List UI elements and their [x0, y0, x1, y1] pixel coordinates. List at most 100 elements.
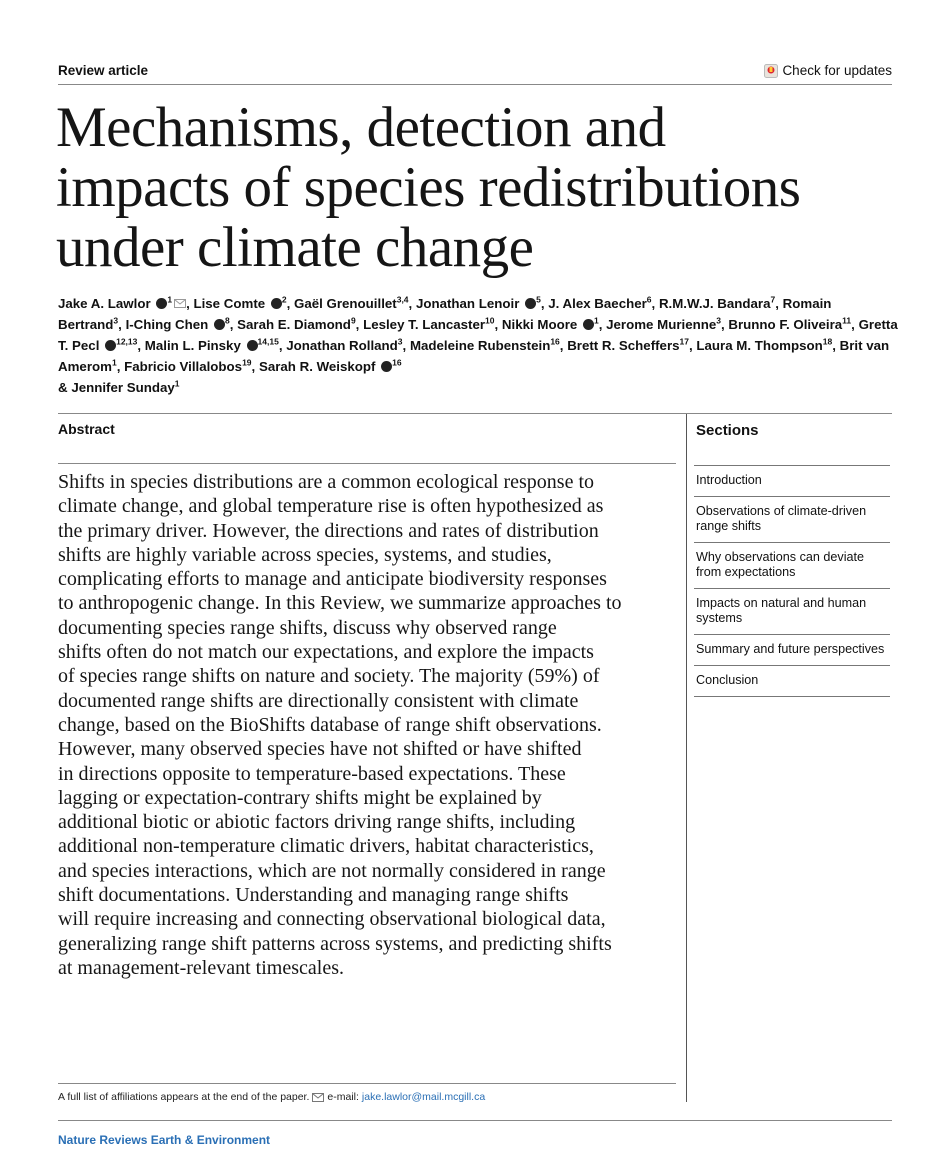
orcid-icon[interactable] — [156, 298, 168, 309]
author-name: Brit van Amerom — [58, 338, 890, 374]
abstract-line: will require increasing and connecting o… — [58, 908, 606, 931]
separator: , — [598, 317, 603, 332]
section-link[interactable]: Why observations can deviate from expect… — [694, 542, 890, 588]
orcid-icon[interactable] — [246, 340, 258, 351]
affiliation: 12,13 — [116, 336, 138, 347]
orcid-icon[interactable] — [381, 361, 393, 372]
email-icon — [312, 1092, 325, 1102]
orcid-icon[interactable] — [105, 340, 117, 351]
author-name: Sarah R. Weiskopf — [258, 359, 376, 374]
author-name: Jonathan Rolland — [286, 338, 398, 353]
section-link[interactable]: Introduction — [694, 465, 890, 496]
separator: , — [116, 359, 121, 374]
affiliation: 17 — [679, 336, 689, 347]
author-name: Nikki Moore — [501, 317, 578, 332]
footnote-text: A full list of affiliations appears at t… — [58, 1091, 310, 1103]
orcid-icon[interactable] — [525, 298, 537, 309]
affiliation: 3 — [716, 315, 721, 326]
separator: , — [286, 296, 291, 311]
article-type: Review article — [58, 63, 149, 78]
conjunction: & — [58, 380, 68, 395]
email-link[interactable]: jake.lawlor@mail.mcgill.ca — [361, 1091, 486, 1103]
affiliation: 6 — [646, 294, 652, 305]
abstract-line: in directions opposite to temperature-ba… — [58, 762, 566, 785]
section-link[interactable]: Conclusion — [694, 665, 890, 697]
affiliation: 2 — [281, 294, 287, 305]
author-name: Laura M. Thompson — [696, 338, 823, 353]
authors-rule — [58, 413, 892, 414]
affiliation: 14,15 — [257, 336, 279, 347]
abstract-line: documenting species range shifts, discus… — [58, 616, 557, 639]
journal-name: Nature Reviews Earth & Environment — [58, 1133, 271, 1147]
abstract-line: documented range shifts are directionall… — [58, 689, 579, 712]
column-divider — [686, 414, 687, 1102]
author-name: R.M.W.J. Bandara — [658, 296, 771, 311]
abstract-line: Shifts in species distributions are a co… — [58, 471, 594, 493]
section-link[interactable]: Impacts on natural and human systems — [694, 588, 890, 634]
title: Mechanisms, detection and impacts of spec… — [56, 96, 801, 279]
separator: , — [355, 317, 360, 332]
orcid-icon[interactable] — [214, 319, 225, 330]
abstract-heading: Abstract — [58, 421, 115, 437]
separator: , — [186, 296, 190, 311]
abstract-line: to anthropogenic change. In this Review,… — [58, 592, 622, 615]
author-name: J. Alex Baecher — [548, 296, 647, 311]
abstract-line: lagging or expectation-contrary shifts m… — [58, 786, 542, 809]
authors: Jake A. Lawlor 1, Lise Comte 2, Gaël Gre… — [58, 293, 898, 398]
affiliation: 5 — [536, 294, 541, 305]
affiliation: 1 — [593, 315, 599, 326]
title-line: under climate change — [56, 216, 534, 279]
affiliation: 11 — [842, 315, 852, 326]
author-name: Gretta T. Pecl — [58, 317, 898, 353]
title-line: Mechanisms, detection and — [56, 96, 666, 159]
email-label: e-mail: — [327, 1091, 359, 1103]
abstract-line: at management-relevant timescales. — [58, 956, 344, 979]
separator: , — [494, 317, 499, 332]
abstract-line: However, many observed species have not … — [58, 738, 582, 761]
separator: , — [278, 338, 283, 353]
sections-heading: Sections — [696, 422, 759, 439]
abstract-line: additional biotic or abiotic factors dri… — [58, 811, 576, 834]
author-name: Jennifer Sunday — [71, 380, 175, 395]
author-name: Malin L. Pinsky — [144, 338, 241, 353]
section-link[interactable]: Summary and future perspectives — [694, 634, 890, 665]
affiliation: 16 — [550, 336, 560, 347]
orcid-icon[interactable] — [582, 319, 594, 330]
author-name: Romain Bertrand — [58, 296, 832, 332]
author-name: Lesley T. Lancaster — [363, 317, 486, 332]
abstract-line: the primary driver. However, the directi… — [58, 519, 599, 542]
separator: , — [402, 338, 407, 353]
separator: , — [689, 338, 693, 353]
footnote-rule — [58, 1083, 676, 1084]
affiliation: 1 — [111, 357, 117, 368]
author-name: Sarah E. Diamond — [237, 317, 351, 332]
affiliation: 3,4 — [396, 294, 409, 305]
email-icon — [172, 296, 187, 311]
author-name: I-Ching Chen — [125, 317, 209, 332]
affiliation: 9 — [350, 315, 356, 326]
separator: , — [775, 296, 779, 311]
author-name: Brett R. Scheffers — [567, 338, 680, 353]
separator: , — [559, 338, 564, 353]
affiliation: 7 — [770, 294, 776, 305]
affiliation: 10 — [485, 315, 495, 326]
separator: , — [851, 317, 855, 332]
affiliation: 16 — [392, 357, 402, 368]
abstract-line: and species interactions, which are not … — [58, 859, 606, 882]
abstract-line: change, based on the BioShifts database … — [58, 713, 602, 736]
affiliation: 8 — [225, 315, 230, 326]
separator: , — [137, 338, 142, 353]
author-name: Lise Comte — [193, 296, 266, 311]
affiliation: 3 — [397, 336, 403, 347]
separator: , — [251, 359, 256, 374]
check-updates[interactable]: Check for updates — [764, 63, 892, 78]
section-link[interactable]: Observations of climate-driven range shi… — [694, 496, 890, 542]
sections-list: Introduction Observations of climate-driv… — [694, 465, 890, 697]
abstract: Shifts in species distributions are a co… — [58, 470, 622, 980]
abstract-line: complicating efforts to manage and antic… — [58, 568, 607, 591]
abstract-line: additional non-temperature climatic driv… — [58, 835, 594, 858]
abstract-rule — [58, 463, 676, 464]
orcid-icon[interactable] — [270, 298, 282, 309]
abstract-line: generalizing range shift patterns across… — [58, 932, 612, 955]
